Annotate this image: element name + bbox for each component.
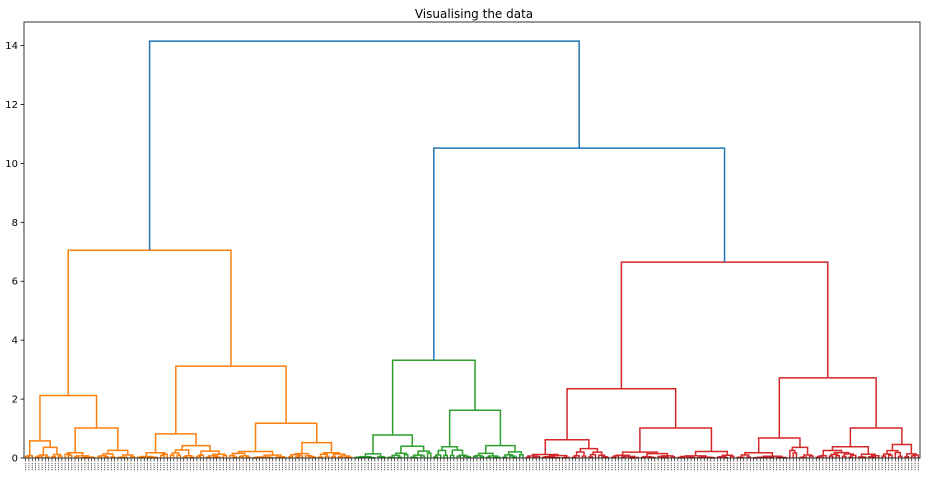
- dendrogram-link: [620, 261, 829, 389]
- leaf-ticks: [25, 458, 919, 471]
- dendrogram-link: [276, 456, 285, 458]
- dendrogram-link: [169, 454, 175, 458]
- dendrogram-link: [74, 427, 119, 453]
- y-tick-label: 10: [5, 159, 18, 170]
- dendrogram-link: [642, 455, 652, 458]
- dendrogram-link: [639, 427, 713, 453]
- dendrogram-links: [24, 40, 920, 459]
- dendrogram-link: [391, 359, 476, 436]
- dendrogram-link: [792, 452, 798, 458]
- dendrogram-link: [778, 377, 877, 438]
- dendrogram-link: [148, 40, 580, 251]
- y-tick-label: 14: [5, 41, 18, 52]
- dendrogram-link: [789, 449, 796, 458]
- dendrogram-link: [448, 409, 502, 447]
- plot-frame: [23, 21, 921, 459]
- y-tick-label: 6: [12, 277, 18, 288]
- dendrogram-link: [403, 453, 409, 458]
- dendrogram-link: [67, 249, 232, 396]
- dendrogram-link: [894, 451, 901, 458]
- y-tick-label: 12: [5, 100, 18, 111]
- y-tick-label: 4: [12, 336, 18, 347]
- y-tick-label: 0: [12, 454, 18, 465]
- y-axis: 0 2 4 6 8 10 12 14: [5, 41, 24, 465]
- dendrogram-link: [254, 422, 318, 452]
- y-tick-label: 2: [12, 395, 18, 406]
- dendrogram-link: [400, 445, 425, 454]
- y-tick-label: 8: [12, 218, 18, 229]
- dendrogram-link: [372, 434, 414, 454]
- dendrogram-link: [519, 453, 524, 458]
- dendrogram-link: [29, 440, 51, 456]
- dendrogram-link: [257, 456, 271, 458]
- chart-title: Visualising the data: [415, 7, 533, 21]
- dendrogram-link: [426, 452, 432, 458]
- dendrogram-link: [433, 147, 726, 361]
- dendrogram-link: [39, 394, 98, 441]
- dendrogram-link: [887, 454, 893, 458]
- dendrogram-link: [661, 455, 674, 457]
- dendrogram-link: [566, 388, 677, 440]
